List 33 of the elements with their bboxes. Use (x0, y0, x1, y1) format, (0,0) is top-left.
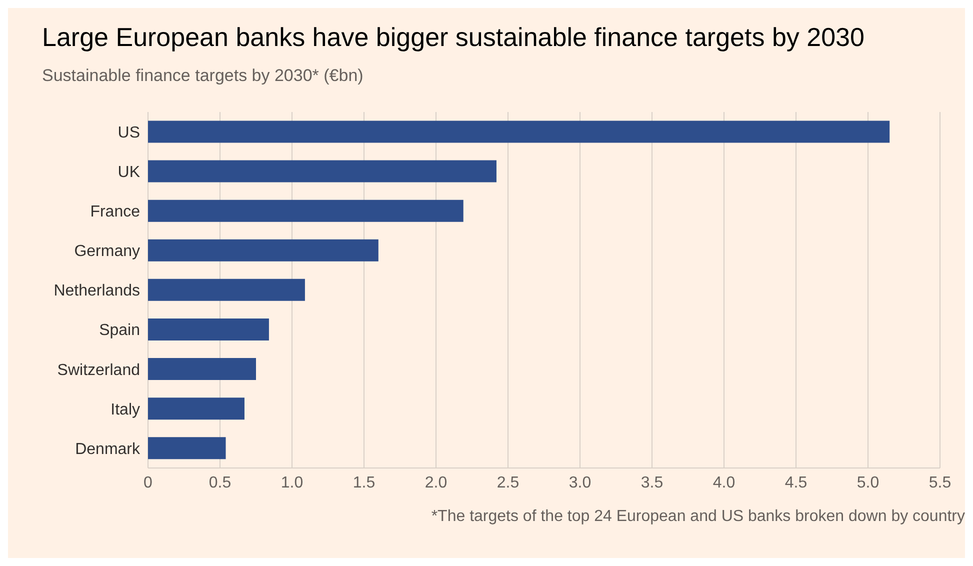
x-tick-label: 5.5 (928, 474, 952, 492)
chart-subtitle: Sustainable finance targets by 2030* (€bn) (42, 66, 364, 86)
x-tick-label: 3.0 (568, 474, 592, 492)
x-tick-label: 3.5 (640, 474, 664, 492)
bar (148, 120, 890, 143)
y-tick-label: France (90, 204, 140, 221)
y-tick-label: Netherlands (54, 282, 140, 300)
x-tick-label: 4.0 (712, 474, 736, 492)
x-tick-label: 0.5 (208, 474, 232, 492)
x-tick-label: 0 (144, 474, 153, 492)
bar (148, 278, 305, 301)
bar (148, 437, 226, 460)
bar (148, 160, 496, 182)
bar (148, 200, 464, 222)
y-tick-label: US (118, 124, 140, 142)
y-tick-label: Denmark (75, 440, 141, 458)
x-tick-label: 4.5 (784, 474, 808, 492)
y-tick-label: Germany (74, 243, 140, 260)
x-tick-label: 5.0 (856, 474, 880, 492)
text: *The targets of the top 24 European and US banks broken down by country (431, 508, 965, 526)
x-tick-label: 2.5 (496, 474, 520, 492)
y-tick-label: Spain (99, 322, 140, 340)
x-tick-label: 2.0 (424, 474, 448, 492)
y-tick-label: UK (118, 164, 140, 182)
y-tick-label: Italy (110, 401, 140, 418)
x-tick-label: 1.0 (280, 474, 304, 492)
bar (148, 398, 244, 420)
x-tick-label: 1.5 (352, 474, 376, 492)
bar (148, 318, 269, 340)
chart-title: Large European banks have bigger sustainable finance targets by 2030 (42, 22, 864, 53)
y-tick-label: Switzerland (57, 362, 140, 379)
bar (148, 239, 378, 262)
bar (148, 358, 256, 380)
